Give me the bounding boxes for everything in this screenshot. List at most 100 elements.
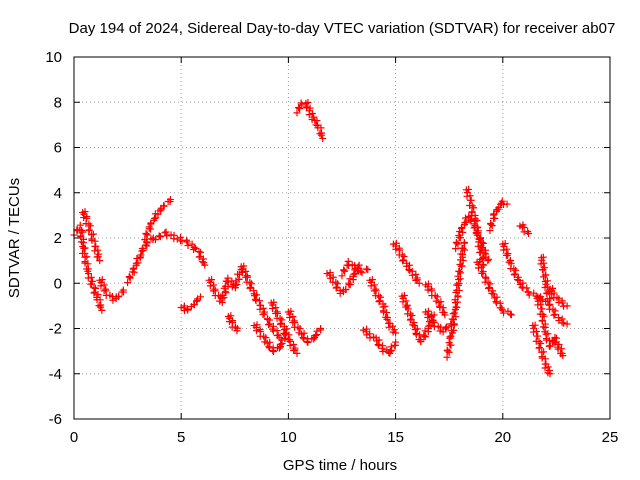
data-point: [538, 354, 546, 362]
data-point: [265, 343, 273, 351]
data-point: [210, 281, 218, 289]
data-point: [178, 237, 186, 245]
data-point: [259, 304, 267, 312]
y-tick-label: 10: [45, 49, 62, 66]
data-point: [454, 293, 462, 301]
data-point: [197, 248, 205, 256]
data-point: [376, 293, 384, 301]
data-point: [515, 276, 523, 284]
data-point: [80, 244, 88, 252]
data-point: [364, 266, 372, 274]
data-point: [461, 219, 469, 227]
data-point: [441, 311, 449, 319]
data-point: [479, 269, 487, 277]
data-point: [79, 228, 87, 236]
data-point: [540, 312, 548, 320]
data-point: [277, 340, 285, 348]
series-segment-31: [533, 294, 567, 360]
data-point: [507, 311, 515, 319]
data-point: [545, 342, 553, 350]
data-point: [184, 242, 192, 250]
data-point: [154, 210, 162, 218]
data-point: [184, 306, 192, 314]
data-point: [427, 313, 435, 321]
data-point: [266, 320, 274, 328]
y-axis-label: SDTVAR / TECUs: [6, 178, 23, 298]
data-point: [225, 318, 233, 326]
data-point: [486, 280, 494, 288]
data-point: [277, 319, 285, 327]
data-point: [338, 272, 346, 280]
data-point: [523, 284, 531, 292]
data-point: [463, 192, 471, 200]
data-point: [407, 315, 415, 323]
data-point: [143, 231, 151, 239]
data-point: [125, 273, 133, 281]
data-point: [278, 316, 286, 324]
data-point: [124, 279, 132, 287]
data-point: [87, 273, 95, 281]
data-point: [310, 335, 318, 343]
data-point: [412, 270, 420, 278]
data-point: [270, 348, 278, 356]
series-segment-29: [516, 221, 533, 237]
data-point: [247, 283, 255, 291]
data-point: [383, 315, 391, 323]
y-tick-label: -2: [49, 321, 62, 338]
data-point: [316, 130, 324, 138]
data-point: [389, 322, 397, 330]
data-point: [511, 270, 519, 278]
data-point: [455, 275, 463, 283]
series-segment-16: [338, 257, 372, 280]
series-segment-22: [422, 307, 455, 336]
data-point: [293, 109, 301, 117]
data-point: [387, 343, 395, 351]
data-point: [126, 274, 134, 282]
data-point: [206, 282, 214, 290]
x-tick-label: 25: [602, 429, 619, 446]
data-point: [539, 323, 547, 331]
y-tick-label: -4: [49, 366, 62, 383]
data-point: [304, 98, 312, 106]
series-segment-9: [224, 312, 241, 335]
series-segment-7: [177, 293, 204, 315]
data-point: [76, 221, 84, 229]
data-point: [559, 352, 567, 360]
data-point: [539, 266, 547, 274]
data-point: [420, 331, 428, 339]
series-segment-3: [96, 276, 127, 304]
data-point: [83, 214, 91, 222]
data-point: [190, 301, 198, 309]
data-point: [402, 297, 410, 305]
data-point: [479, 254, 487, 262]
data-point: [133, 255, 141, 263]
data-point: [506, 257, 514, 265]
data-point: [156, 233, 164, 241]
data-point: [317, 131, 325, 139]
y-tick-label: 0: [54, 275, 62, 292]
data-point: [433, 293, 441, 301]
data-point: [332, 284, 340, 292]
data-point: [538, 316, 546, 324]
data-point: [115, 293, 123, 301]
data-point: [231, 281, 239, 289]
data-point: [162, 228, 170, 236]
data-point: [500, 246, 508, 254]
data-point: [166, 196, 174, 204]
axis-ticks: 0 5 10 15 20 25 -6 -4 -2 0 2 4 6 8 10: [45, 49, 618, 446]
data-point: [437, 323, 445, 331]
data-point: [560, 319, 568, 327]
data-point: [544, 330, 552, 338]
data-point: [445, 339, 453, 347]
data-point: [218, 291, 226, 299]
data-point: [83, 253, 91, 261]
data-point: [436, 327, 444, 335]
data-point: [304, 338, 312, 346]
data-point: [408, 312, 416, 320]
data-point: [450, 320, 458, 328]
data-point: [539, 253, 547, 261]
data-point: [286, 314, 294, 322]
data-point: [260, 310, 268, 318]
y-tick-label: 6: [54, 140, 62, 157]
data-point: [454, 240, 462, 248]
